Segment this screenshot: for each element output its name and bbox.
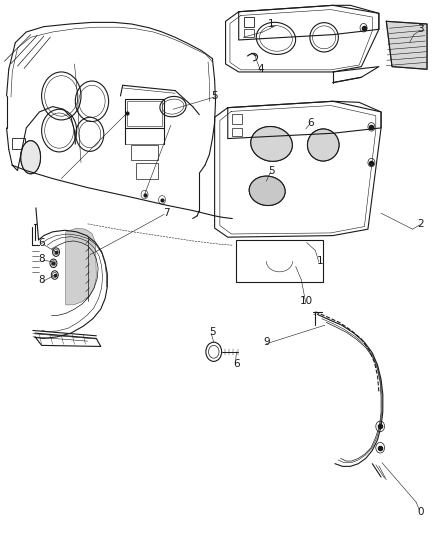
Bar <box>232 128 242 136</box>
Bar <box>127 101 162 126</box>
Bar <box>136 163 158 179</box>
Text: 0: 0 <box>417 507 424 516</box>
Text: 6: 6 <box>38 238 45 247</box>
Text: 8: 8 <box>38 275 45 285</box>
Text: 4: 4 <box>257 64 264 74</box>
Ellipse shape <box>249 176 285 206</box>
Bar <box>236 240 323 282</box>
Ellipse shape <box>251 126 292 161</box>
Text: 5: 5 <box>268 166 275 175</box>
Text: 5: 5 <box>209 327 216 336</box>
Text: 1: 1 <box>316 256 323 266</box>
Bar <box>125 99 164 128</box>
Bar <box>244 17 254 27</box>
Polygon shape <box>66 228 96 305</box>
Bar <box>232 114 242 124</box>
Text: 6: 6 <box>307 118 314 127</box>
Text: 10: 10 <box>300 296 313 306</box>
Bar <box>131 145 158 160</box>
Text: 3: 3 <box>417 25 424 34</box>
Text: 9: 9 <box>264 337 271 347</box>
Ellipse shape <box>21 141 40 174</box>
Polygon shape <box>386 21 427 69</box>
Bar <box>12 138 25 149</box>
Text: 1: 1 <box>268 19 275 29</box>
Text: 5: 5 <box>211 91 218 101</box>
Bar <box>244 29 254 37</box>
Ellipse shape <box>307 129 339 161</box>
Text: 7: 7 <box>163 208 170 218</box>
Text: 6: 6 <box>233 359 240 368</box>
Text: 8: 8 <box>38 254 45 263</box>
Text: 2: 2 <box>417 219 424 229</box>
